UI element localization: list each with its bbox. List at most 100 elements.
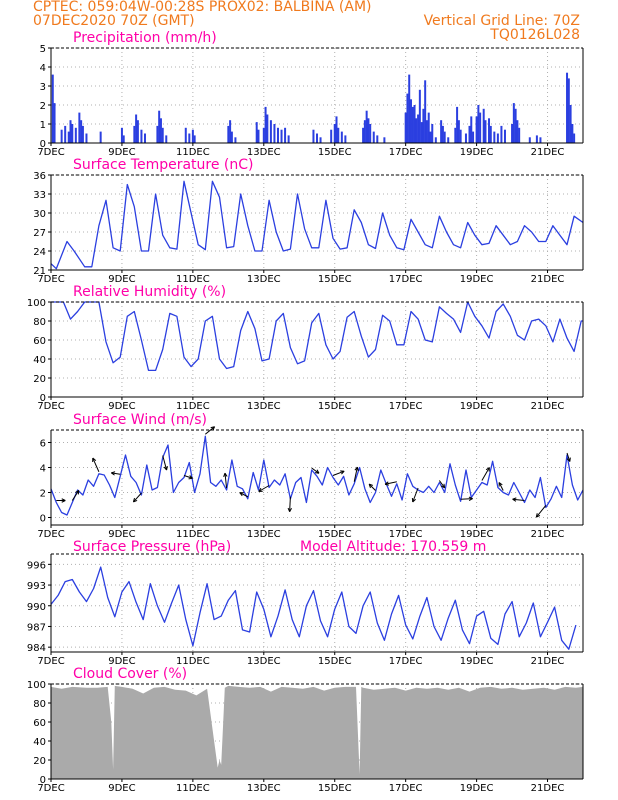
y-tick-label: 80 bbox=[33, 317, 46, 328]
x-tick-label: 21DEC bbox=[531, 783, 565, 794]
wind-arrow bbox=[224, 473, 228, 489]
x-tick-label: 11DEC bbox=[176, 529, 210, 540]
precip-bar bbox=[528, 137, 531, 143]
x-tick-label: 13DEC bbox=[247, 274, 281, 285]
precip-bar bbox=[406, 93, 409, 143]
y-tick-label: 80 bbox=[33, 699, 46, 710]
y-tick-label: 27 bbox=[33, 228, 46, 239]
y-tick-label: 4 bbox=[40, 63, 46, 74]
y-tick-label: 987 bbox=[27, 622, 46, 633]
x-tick-label: 9DEC bbox=[108, 529, 135, 540]
wind-arrow-head bbox=[258, 487, 263, 492]
wind-arrow-head bbox=[498, 482, 503, 487]
y-tick-label: 984 bbox=[27, 643, 46, 654]
precip-bar bbox=[514, 108, 517, 143]
x-tick-label: 17DEC bbox=[389, 274, 423, 285]
x-tick-label: 15DEC bbox=[318, 147, 352, 158]
precip-bar bbox=[573, 133, 576, 143]
x-tick-label: 19DEC bbox=[460, 783, 494, 794]
panel-1: 21 24 27 30 33 36 7DEC 9DEC 11DEC 13DEC 15DEC 17DEC… bbox=[33, 157, 584, 285]
precip-bar bbox=[266, 114, 269, 143]
wind-arrow bbox=[481, 467, 490, 481]
precip-bar bbox=[443, 131, 446, 143]
precip-bar bbox=[496, 133, 499, 143]
precip-bar bbox=[417, 114, 420, 143]
x-tick-label: 15DEC bbox=[318, 401, 352, 412]
precip-bar bbox=[255, 122, 258, 143]
x-tick-label: 21DEC bbox=[531, 147, 565, 158]
series-line bbox=[50, 566, 577, 650]
precip-bar bbox=[475, 116, 478, 143]
precip-bar bbox=[80, 120, 83, 143]
wind-arrow-head bbox=[440, 483, 446, 489]
x-tick-label: 11DEC bbox=[176, 656, 210, 667]
precip-bar bbox=[420, 122, 423, 143]
y-tick-label: 20 bbox=[33, 374, 46, 385]
precip-bar bbox=[472, 131, 475, 143]
series-line bbox=[50, 180, 584, 270]
precip-bar bbox=[67, 131, 70, 143]
wind-arrow-head bbox=[535, 513, 541, 518]
precip-bar bbox=[363, 120, 366, 143]
precip-bar bbox=[457, 120, 460, 143]
precip-bar bbox=[365, 110, 368, 143]
wind-arrow bbox=[368, 483, 376, 491]
y-tick-label: 60 bbox=[33, 718, 46, 729]
y-tick-label: 0 bbox=[40, 139, 46, 150]
wind-arrow bbox=[353, 466, 358, 482]
x-tick-label: 21DEC bbox=[531, 274, 565, 285]
wind-arrow-head bbox=[411, 497, 416, 503]
series-line bbox=[50, 435, 584, 516]
wind-arrow bbox=[289, 496, 291, 512]
precip-bar bbox=[78, 112, 81, 143]
y-tick-label: 36 bbox=[33, 171, 46, 182]
x-tick-label: 15DEC bbox=[318, 274, 352, 285]
precip-bar bbox=[184, 127, 187, 143]
precip-bar bbox=[143, 133, 146, 143]
precip-bar bbox=[330, 129, 333, 143]
x-tick-label: 17DEC bbox=[389, 401, 423, 412]
y-tick-label: 33 bbox=[33, 190, 46, 201]
precip-bar bbox=[74, 127, 77, 143]
x-tick-label: 11DEC bbox=[176, 147, 210, 158]
precip-bar bbox=[262, 127, 265, 143]
x-tick-label: 17DEC bbox=[389, 147, 423, 158]
wind-arrow bbox=[258, 485, 270, 492]
x-tick-label: 11DEC bbox=[176, 783, 210, 794]
x-tick-label: 11DEC bbox=[176, 274, 210, 285]
x-tick-label: 13DEC bbox=[247, 656, 281, 667]
precip-bar bbox=[408, 74, 411, 143]
y-tick-label: 4 bbox=[40, 464, 46, 475]
wind-arrow bbox=[438, 480, 446, 489]
y-tick-label: 21 bbox=[33, 266, 46, 277]
x-tick-label: 21DEC bbox=[531, 656, 565, 667]
precip-bar bbox=[447, 137, 450, 143]
header-station-line: CPTEC: 059:04W-00:28S PROX02: BALBINA (A… bbox=[33, 0, 372, 15]
precip-bar bbox=[424, 80, 427, 143]
panel-5: 0 20 40 60 80 100 7DEC 9DEC 11DEC 13DEC 15DEC 17DEC… bbox=[27, 666, 584, 794]
wind-arrow-head bbox=[368, 483, 374, 489]
x-tick-label: 13DEC bbox=[247, 529, 281, 540]
wind-arrow-head bbox=[340, 470, 345, 475]
x-tick-label: 21DEC bbox=[531, 529, 565, 540]
precip-bar bbox=[193, 135, 196, 143]
precip-bar bbox=[81, 125, 84, 143]
y-tick-label: 60 bbox=[33, 336, 46, 347]
wind-arrow bbox=[566, 452, 571, 462]
precip-bar bbox=[434, 137, 437, 143]
x-tick-label: 9DEC bbox=[108, 656, 135, 667]
precip-bar bbox=[422, 108, 425, 143]
y-tick-label: 2 bbox=[40, 489, 46, 500]
header-model-code: TQ0126L028 bbox=[490, 27, 580, 43]
precip-bar bbox=[539, 137, 542, 143]
x-tick-label: 7DEC bbox=[37, 274, 64, 285]
precip-bar bbox=[188, 133, 191, 143]
header-date-line: 07DEC2020 70Z (GMT) bbox=[33, 13, 195, 29]
wind-arrow-head bbox=[188, 475, 193, 480]
precip-bar bbox=[287, 135, 290, 143]
y-tick-label: 5 bbox=[40, 44, 46, 55]
y-tick-label: 0 bbox=[40, 393, 46, 404]
precip-bar bbox=[567, 78, 570, 143]
wind-arrow bbox=[204, 426, 215, 435]
